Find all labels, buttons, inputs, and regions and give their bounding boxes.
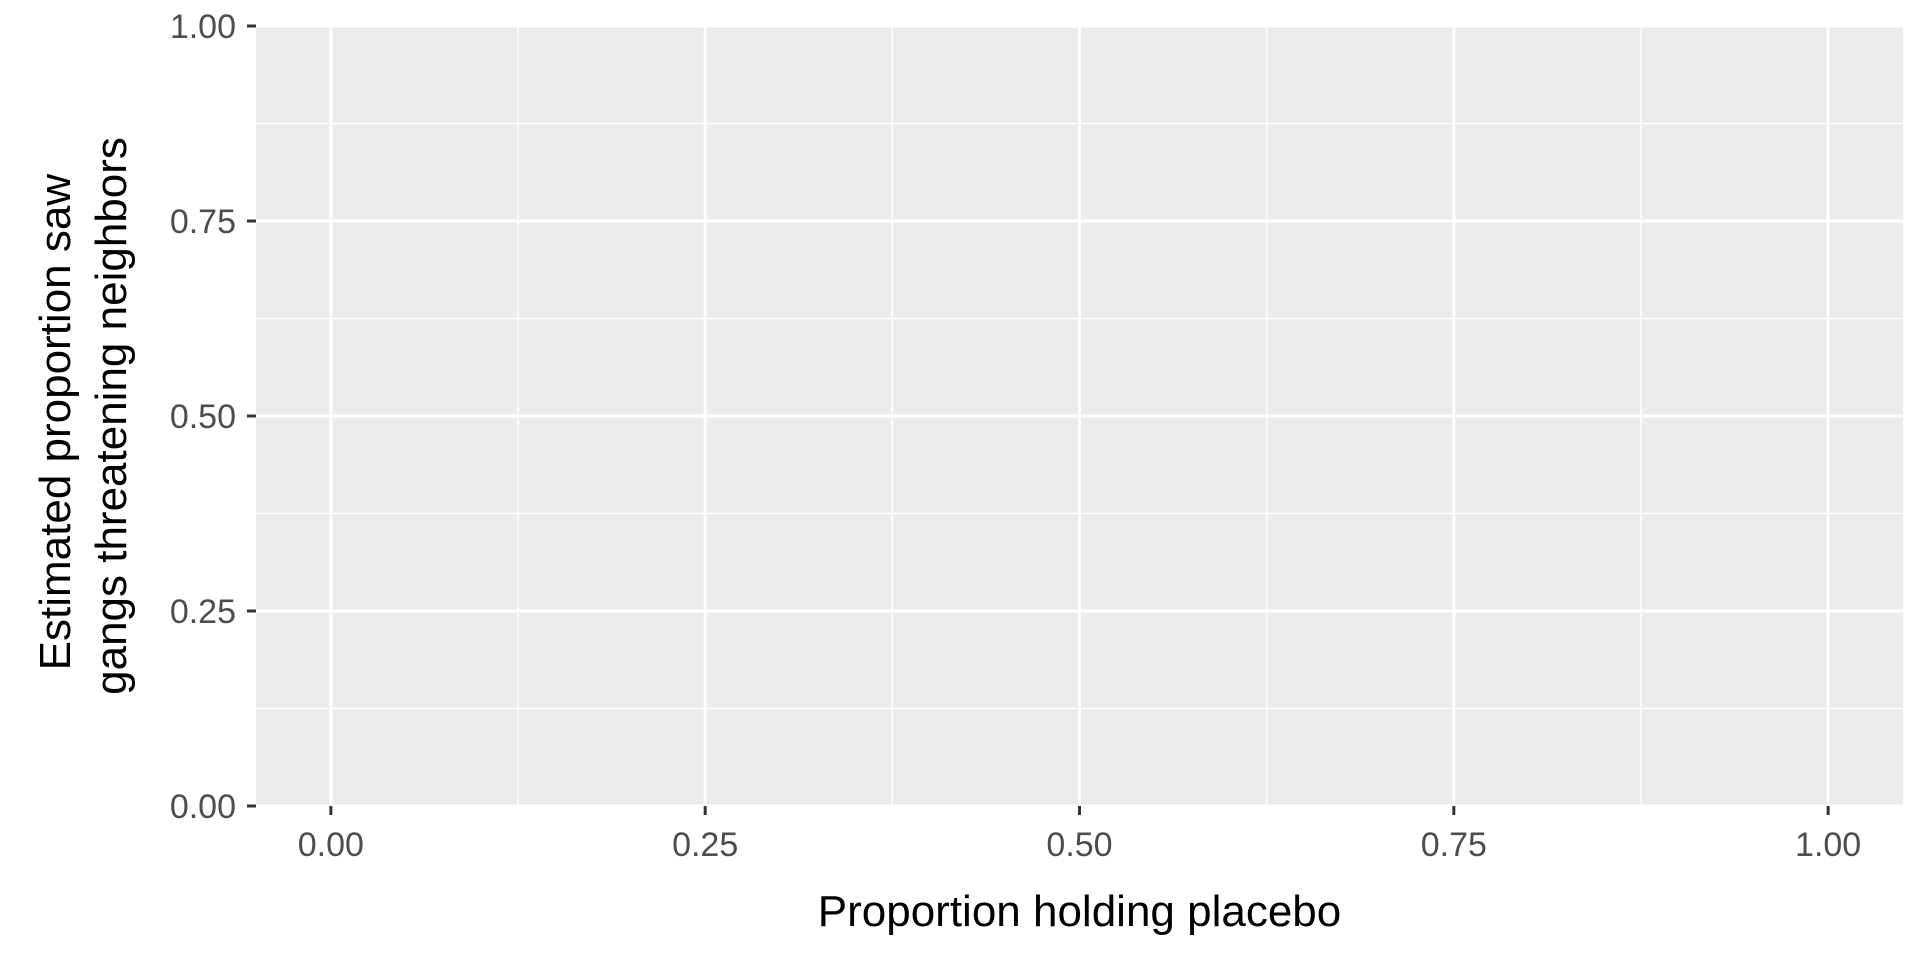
x-tick-label: 0.25 xyxy=(672,826,738,864)
y-axis-title-line-1: Estimated proportion saw xyxy=(31,174,80,671)
y-tick-label: 1.00 xyxy=(170,8,236,46)
x-tick-label: 1.00 xyxy=(1795,826,1861,864)
x-tick-label: 0.00 xyxy=(298,826,364,864)
x-axis-title: Proportion holding placebo xyxy=(818,887,1342,936)
y-axis-title-line-2: gangs threatening neighbors xyxy=(87,137,136,695)
y-tick-label: 0.50 xyxy=(170,398,236,436)
y-tick-label: 0.00 xyxy=(170,788,236,826)
x-axis: 0.00 0.25 0.50 0.75 1.00 xyxy=(298,806,1861,864)
x-tick-label: 0.75 xyxy=(1421,826,1487,864)
x-tick-label: 0.50 xyxy=(1046,826,1112,864)
y-axis: 0.00 0.25 0.50 0.75 1.00 xyxy=(170,8,256,826)
y-tick-label: 0.75 xyxy=(170,203,236,241)
y-axis-title: Estimated proportion saw gangs threateni… xyxy=(31,137,136,695)
y-tick-label: 0.25 xyxy=(170,593,236,631)
